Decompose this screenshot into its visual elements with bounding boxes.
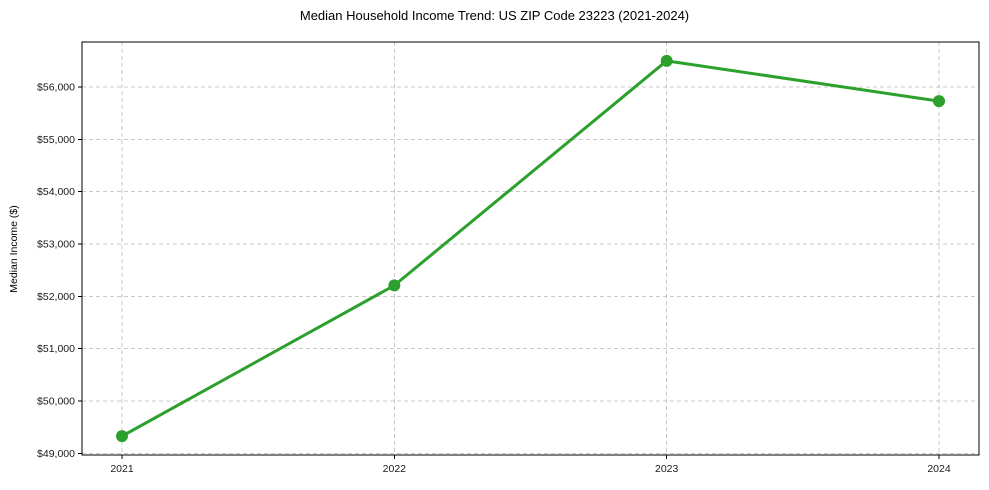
data-point: [933, 95, 945, 108]
income-trend-line: [120, 59, 941, 438]
x-tick-label: 2023: [655, 463, 679, 475]
y-tick-label: $51,000: [37, 343, 75, 355]
x-tick-label: 2021: [110, 463, 134, 475]
x-tick-label: 2024: [927, 463, 951, 475]
y-tick-label: $55,000: [37, 134, 75, 146]
y-tick-label: $54,000: [37, 186, 75, 198]
data-point: [116, 430, 128, 443]
y-tick-label: $53,000: [37, 239, 75, 251]
y-tick-label: $50,000: [37, 396, 75, 408]
data-point: [388, 279, 401, 292]
x-tick-label: 2022: [383, 463, 407, 475]
plot-border: [81, 41, 980, 456]
chart-title: Median Household Income Trend: US ZIP Co…: [299, 8, 690, 23]
data-point: [660, 54, 673, 67]
y-tick-label: $49,000: [37, 448, 75, 460]
y-tick-label: $56,000: [37, 82, 75, 94]
y-tick-label: $52,000: [37, 291, 75, 303]
